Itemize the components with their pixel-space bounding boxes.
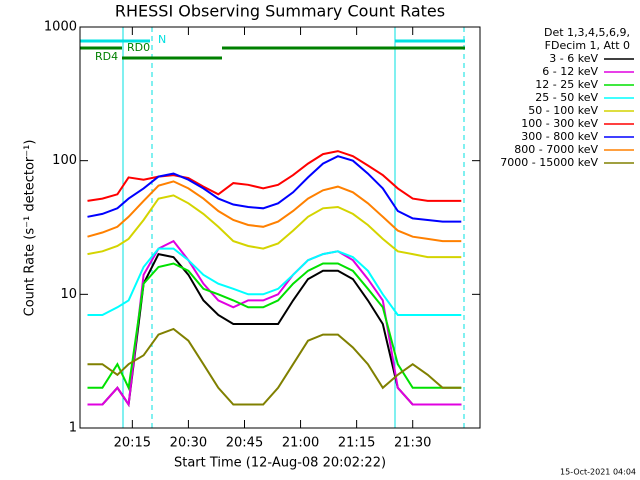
annotation: RD4	[95, 50, 118, 63]
legend-label: 12 - 25 keV	[535, 78, 598, 91]
x-tick-label: 21:30	[394, 436, 431, 451]
y-tick-label: 1	[69, 421, 77, 436]
x-tick-label: 20:30	[170, 436, 207, 451]
legend-header: Det 1,3,4,5,6,9,	[544, 26, 630, 39]
series-line	[87, 247, 462, 316]
legend-label: 25 - 50 keV	[535, 91, 598, 104]
y-axis-label: Count Rate (s⁻¹ detector⁻¹)	[23, 140, 38, 317]
series-line	[87, 262, 462, 392]
legend-label: 100 - 300 keV	[521, 117, 598, 130]
y-tick-label: 1000	[44, 20, 77, 35]
annotation: RD0	[127, 41, 150, 54]
legend-label: 6 - 12 keV	[542, 65, 598, 78]
series-line	[87, 194, 462, 259]
x-tick-label: 21:00	[282, 436, 319, 451]
y-tick-label: 10	[60, 287, 77, 302]
overlay: N RD0 RD4	[80, 27, 465, 428]
x-tick-label: 20:15	[114, 436, 151, 451]
series-line	[87, 327, 462, 406]
y-tick-label: 100	[52, 153, 77, 168]
annotation: N	[158, 33, 166, 46]
legend-label: 800 - 7000 keV	[514, 143, 598, 156]
legend-label: 300 - 800 keV	[521, 130, 598, 143]
series-line	[87, 239, 462, 408]
legend-label: 50 - 100 keV	[528, 104, 598, 117]
chart-title: RHESSI Observing Summary Count Rates	[115, 2, 445, 21]
footer: 15-Oct-2021 04:04	[560, 468, 636, 477]
legend-header: FDecim 1, Att 0	[545, 39, 630, 52]
x-tick-label: 21:15	[338, 436, 375, 451]
series-line	[87, 155, 462, 223]
x-axis-label: Start Time (12-Aug-08 20:02:22)	[174, 456, 386, 471]
legend-label: 7000 - 15000 keV	[500, 156, 598, 169]
x-tick-label: 20:45	[226, 436, 263, 451]
series-line	[87, 180, 462, 243]
legend-label: 3 - 6 keV	[549, 52, 598, 65]
plot-frame	[79, 26, 481, 429]
series-line	[87, 150, 462, 202]
